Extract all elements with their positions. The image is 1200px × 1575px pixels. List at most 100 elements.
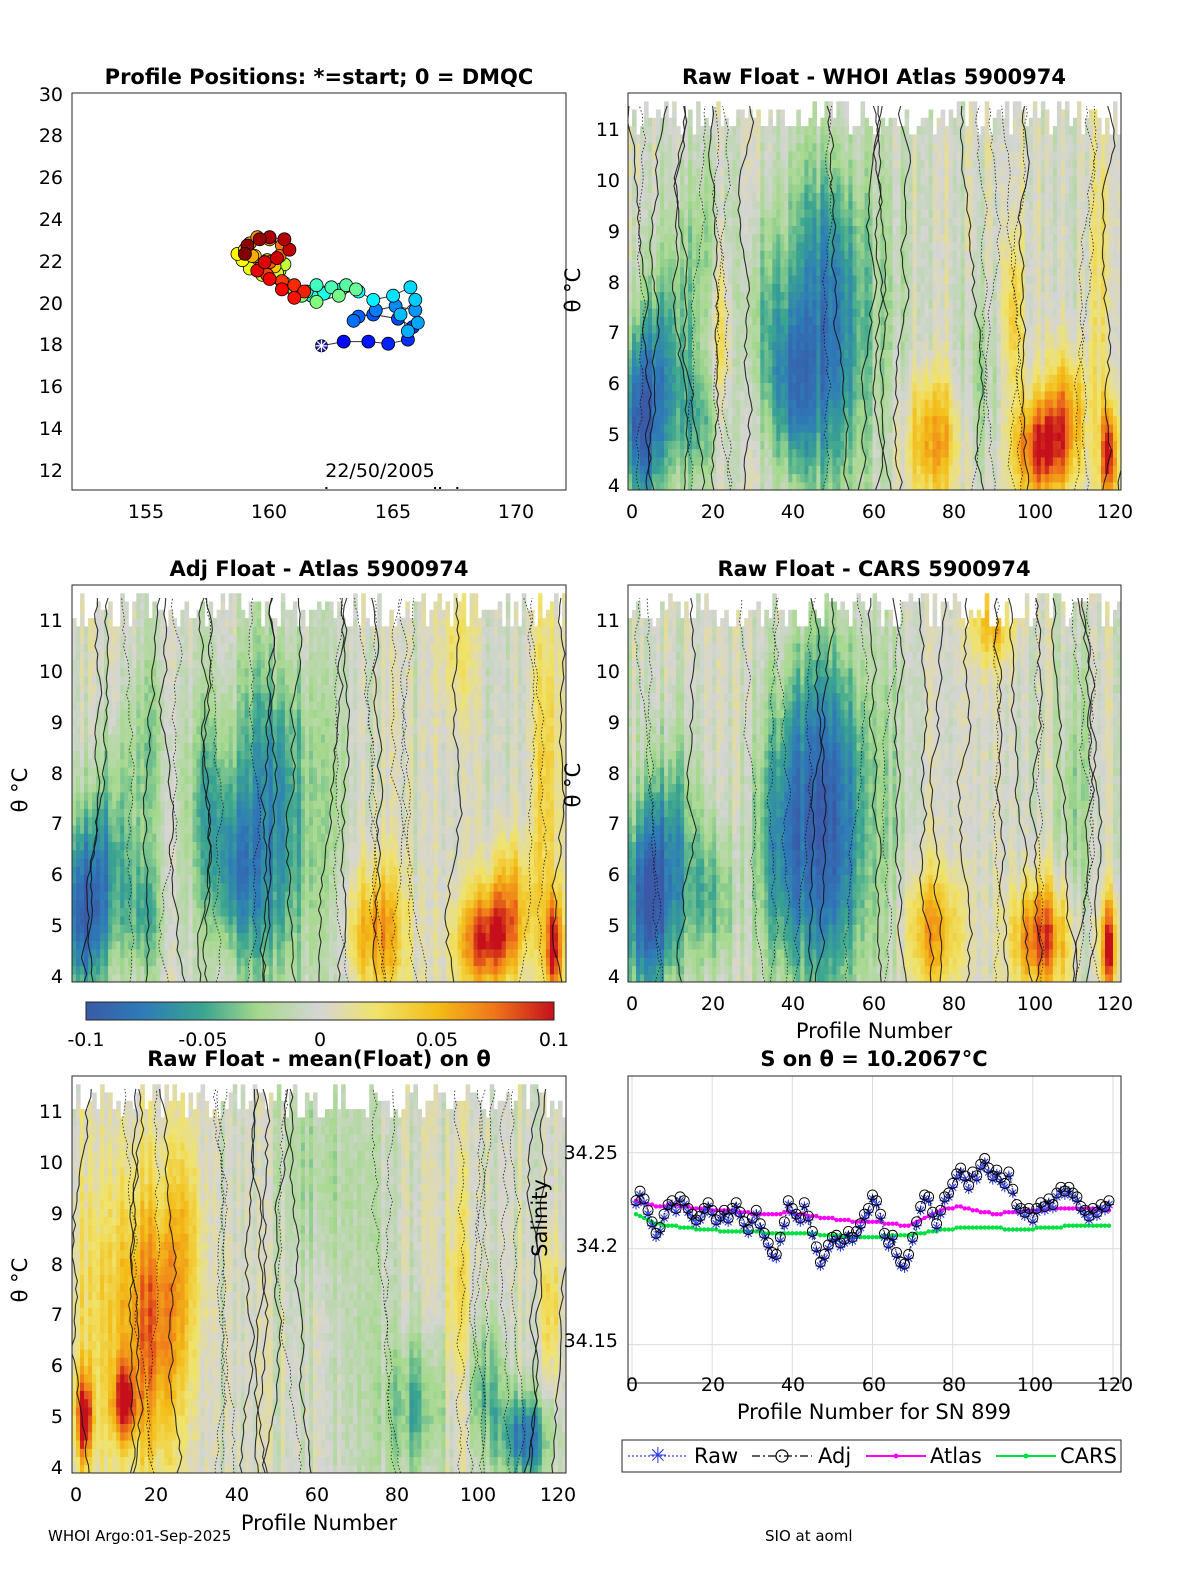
heatmap-cell xyxy=(664,440,669,450)
heatmap-cell xyxy=(932,316,938,326)
heatmap-cell xyxy=(776,357,781,367)
heatmap-cell xyxy=(664,150,669,160)
heatmap-cell xyxy=(984,332,990,342)
heatmap-cell xyxy=(1016,258,1022,268)
heatmap-cell xyxy=(684,126,689,135)
heatmap-cell xyxy=(936,142,942,152)
heatmap-cell xyxy=(752,440,757,450)
heatmap-cell xyxy=(960,423,966,433)
heatmap-cell xyxy=(776,465,781,475)
heatmap-cell xyxy=(688,159,693,169)
heatmap-cell xyxy=(924,250,930,259)
heatmap-cell xyxy=(908,142,914,152)
heatmap-cell xyxy=(932,465,938,475)
heatmap-cell xyxy=(700,275,705,284)
heatmap-cell xyxy=(808,134,813,144)
heatmap-cell xyxy=(820,423,825,433)
heatmap-cell xyxy=(912,233,918,243)
heatmap-cell xyxy=(684,324,689,334)
heatmap-cell xyxy=(956,217,962,226)
heatmap-cell xyxy=(1004,283,1010,293)
heatmap-cell xyxy=(888,399,894,408)
heatmap-cell xyxy=(704,283,709,293)
heatmap-cell xyxy=(812,109,817,119)
heatmap-cell xyxy=(744,142,749,152)
heatmap-cell xyxy=(844,473,849,483)
heatmap-cell xyxy=(772,399,777,408)
heatmap-cell xyxy=(672,456,677,466)
heatmap-cell xyxy=(976,250,982,259)
heatmap-cell xyxy=(976,217,982,226)
heatmap-cell xyxy=(648,142,653,152)
heatmap-cell xyxy=(920,448,926,458)
heatmap-cell xyxy=(924,150,930,160)
heatmap-cell xyxy=(908,167,914,177)
heatmap-cell xyxy=(660,473,665,483)
heatmap-cell xyxy=(664,465,669,475)
heatmap-cell xyxy=(840,473,845,483)
heatmap-cell xyxy=(908,341,914,350)
heatmap-cell xyxy=(708,324,713,334)
heatmap-cell xyxy=(724,134,729,144)
heatmap-cell xyxy=(1056,134,1062,144)
heatmap-cell xyxy=(932,258,938,268)
heatmap-cell xyxy=(1016,233,1022,243)
heatmap-cell xyxy=(792,324,797,334)
heatmap-cell xyxy=(980,473,986,483)
heatmap-cell xyxy=(1032,374,1038,384)
heatmap-cell xyxy=(888,175,894,185)
heatmap-cell xyxy=(632,407,637,417)
heatmap-cell xyxy=(852,349,858,359)
heatmap-cell xyxy=(812,167,817,177)
heatmap-cell xyxy=(820,241,825,251)
heatmap-cell xyxy=(720,217,725,226)
heatmap-cell xyxy=(800,473,805,483)
heatmap-cell xyxy=(816,126,821,135)
heatmap-cell xyxy=(676,456,681,466)
heatmap-cell xyxy=(692,332,697,342)
heatmap-cell xyxy=(984,167,990,177)
heatmap-cell xyxy=(792,382,797,392)
heatmap-cell xyxy=(932,382,938,392)
heatmap-cell xyxy=(792,299,797,309)
heatmap-cell xyxy=(940,283,946,293)
heatmap-cell xyxy=(664,324,669,334)
heatmap-cell xyxy=(672,423,677,433)
heatmap-cell xyxy=(888,324,894,334)
heatmap-cell xyxy=(848,316,853,326)
heatmap-cell xyxy=(760,456,765,466)
heatmap-cell xyxy=(788,332,793,342)
heatmap-cell xyxy=(864,448,870,458)
heatmap-cell xyxy=(736,390,741,400)
heatmap-cell xyxy=(764,126,769,135)
heatmap-cell xyxy=(892,308,898,317)
heatmap-cell xyxy=(888,349,894,359)
heatmap-cell xyxy=(908,275,914,284)
heatmap-cell xyxy=(888,448,894,458)
heatmap-cell xyxy=(912,349,918,359)
heatmap-cell xyxy=(864,316,870,326)
heatmap-cell xyxy=(944,167,950,177)
heatmap-cell xyxy=(924,481,930,490)
heatmap-cell xyxy=(632,134,637,144)
heatmap-cell xyxy=(716,432,721,441)
heatmap-cell xyxy=(796,415,801,425)
heatmap-cell xyxy=(720,233,725,243)
heatmap-cell xyxy=(888,291,894,301)
heatmap-cell xyxy=(836,399,841,408)
heatmap-cell xyxy=(944,324,950,334)
heatmap-cell xyxy=(780,465,785,475)
heatmap-cell xyxy=(900,299,906,309)
heatmap-cell xyxy=(828,200,833,210)
heatmap-cell xyxy=(976,225,982,235)
heatmap-cell xyxy=(836,456,841,466)
heatmap-cell xyxy=(800,374,805,384)
heatmap-cell xyxy=(924,432,930,441)
heatmap-cell xyxy=(1044,407,1050,417)
heatmap-cell xyxy=(1036,390,1042,400)
heatmap-cell xyxy=(1008,399,1014,408)
heatmap-cell xyxy=(724,283,729,293)
heatmap-cell xyxy=(980,150,986,160)
heatmap-cell xyxy=(792,481,797,490)
heatmap-cell xyxy=(1000,448,1006,458)
